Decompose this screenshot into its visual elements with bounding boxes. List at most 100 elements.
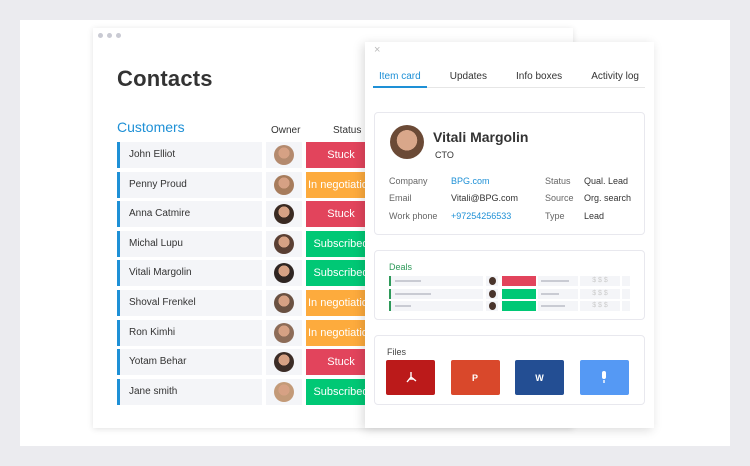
avatar	[489, 302, 496, 310]
deal-status-cell	[502, 288, 536, 299]
deal-extra-cell	[622, 276, 630, 286]
status-cell[interactable]: Stuck	[306, 201, 376, 228]
status-value: Qual. Lead	[584, 176, 629, 186]
file-microphone[interactable]	[579, 360, 629, 395]
owner-cell[interactable]	[266, 349, 302, 376]
file-powerpoint[interactable]: P	[450, 360, 500, 395]
deal-extra-cell	[622, 301, 630, 311]
contact-name: Vitali Margolin	[433, 129, 529, 145]
item-panel: × Item card Updates Info boxes Activity …	[365, 42, 654, 428]
type-label: Type	[545, 211, 565, 221]
contact-name-cell[interactable]: Vitali Margolin	[117, 260, 262, 287]
source-label: Source	[545, 193, 574, 203]
table-row[interactable]: Anna Catmire Stuck	[117, 201, 573, 228]
table-row[interactable]: Vitali Margolin Subscribed	[117, 260, 573, 287]
group-title[interactable]: Customers	[117, 119, 185, 135]
table-row[interactable]: Penny Proud In negotiation	[117, 171, 573, 198]
panel-tabs: Item card Updates Info boxes Activity lo…	[373, 64, 645, 88]
status-column-header: Status	[333, 125, 362, 136]
deal-row[interactable]: $ $ $	[389, 276, 630, 286]
powerpoint-icon: P	[471, 372, 478, 383]
close-icon[interactable]: ×	[374, 44, 381, 56]
deal-price-cell: $ $ $	[580, 276, 620, 286]
avatar	[489, 277, 496, 285]
deals-card: Deals $ $ $ $ $ $ $ $ $	[374, 250, 645, 320]
table-row[interactable]: Shoval Frenkel In negotiation	[117, 290, 573, 316]
pdf-icon	[404, 370, 418, 386]
avatar	[390, 125, 424, 159]
contact-role: CTO	[435, 150, 454, 160]
avatar	[274, 293, 294, 313]
status-cell[interactable]: Subscribed	[306, 378, 376, 405]
owner-cell[interactable]	[266, 260, 302, 287]
deal-text-cell	[538, 276, 578, 286]
avatar	[274, 174, 294, 195]
contact-name-cell[interactable]: John Elliot	[117, 142, 262, 168]
deal-price-cell: $ $ $	[580, 288, 620, 299]
contact-name-cell[interactable]: Anna Catmire	[117, 201, 262, 228]
owner-cell[interactable]	[266, 171, 302, 198]
contact-name-cell[interactable]: Shoval Frenkel	[117, 290, 262, 316]
status-cell[interactable]: Subscribed	[306, 260, 376, 287]
avatar	[274, 352, 294, 373]
tab-item-card[interactable]: Item card	[373, 64, 427, 88]
table-row[interactable]: Jane smith Subscribed	[117, 378, 573, 405]
contact-name-cell[interactable]: Michal Lupu	[117, 230, 262, 257]
avatar	[274, 204, 294, 225]
company-label: Company	[389, 176, 428, 186]
contact-name-cell[interactable]: Yotam Behar	[117, 349, 262, 376]
page-title: Contacts	[117, 66, 213, 91]
source-value: Org. search	[584, 193, 632, 203]
avatar	[274, 233, 294, 254]
contact-name-cell[interactable]: Penny Proud	[117, 171, 262, 198]
deal-price-cell: $ $ $	[580, 301, 620, 311]
deal-text-cell	[538, 301, 578, 311]
owner-cell[interactable]	[266, 378, 302, 405]
table-row[interactable]: Ron Kimhi In negotiation	[117, 319, 573, 346]
status-cell[interactable]: In negotiation	[306, 171, 376, 198]
contact-name-cell[interactable]: Jane smith	[117, 378, 262, 405]
deals-title: Deals	[389, 262, 413, 272]
status-cell[interactable]: Stuck	[306, 142, 376, 168]
type-value: Lead	[584, 211, 605, 221]
tab-activity-log[interactable]: Activity log	[591, 71, 639, 82]
deal-row[interactable]: $ $ $	[389, 301, 630, 311]
status-cell[interactable]: Subscribed	[306, 230, 376, 257]
table-row[interactable]: Yotam Behar Stuck	[117, 349, 573, 376]
deal-owner-cell	[486, 276, 498, 286]
deal-extra-cell	[622, 288, 630, 299]
microphone-icon	[599, 370, 609, 386]
table-row[interactable]: John Elliot Stuck	[117, 142, 573, 168]
word-icon: W	[535, 372, 544, 383]
files-title: Files	[387, 347, 407, 357]
deal-status-cell	[502, 301, 536, 311]
owner-cell[interactable]	[266, 290, 302, 316]
contact-card: Vitali Margolin CTO Company BPG.com Emai…	[374, 112, 645, 235]
phone-label: Work phone	[389, 211, 438, 221]
table-row[interactable]: Michal Lupu Subscribed	[117, 230, 573, 257]
deal-name-cell	[389, 276, 483, 286]
deal-owner-cell	[486, 288, 498, 299]
status-cell[interactable]: In negotiation	[306, 319, 376, 346]
email-value: Vitali@BPG.com	[451, 193, 518, 203]
email-label: Email	[389, 193, 412, 203]
contact-name-cell[interactable]: Ron Kimhi	[117, 319, 262, 346]
owner-column-header: Owner	[271, 125, 301, 136]
tab-info-boxes[interactable]: Info boxes	[516, 71, 563, 82]
deal-text-cell	[538, 288, 578, 299]
owner-cell[interactable]	[266, 319, 302, 346]
owner-cell[interactable]	[266, 201, 302, 228]
files-card: Files P W	[374, 335, 645, 405]
tab-updates[interactable]: Updates	[449, 71, 487, 82]
company-link[interactable]: BPG.com	[451, 176, 490, 186]
phone-link[interactable]: +97254256533	[451, 211, 512, 221]
file-word[interactable]: W	[515, 360, 564, 395]
status-cell[interactable]: Stuck	[306, 349, 376, 376]
file-pdf[interactable]	[386, 360, 435, 395]
status-cell[interactable]: In negotiation	[306, 290, 376, 316]
owner-cell[interactable]	[266, 230, 302, 257]
deal-status-cell	[502, 276, 536, 286]
window-dots	[98, 33, 121, 38]
deal-row[interactable]: $ $ $	[389, 288, 630, 299]
owner-cell[interactable]	[266, 142, 302, 168]
